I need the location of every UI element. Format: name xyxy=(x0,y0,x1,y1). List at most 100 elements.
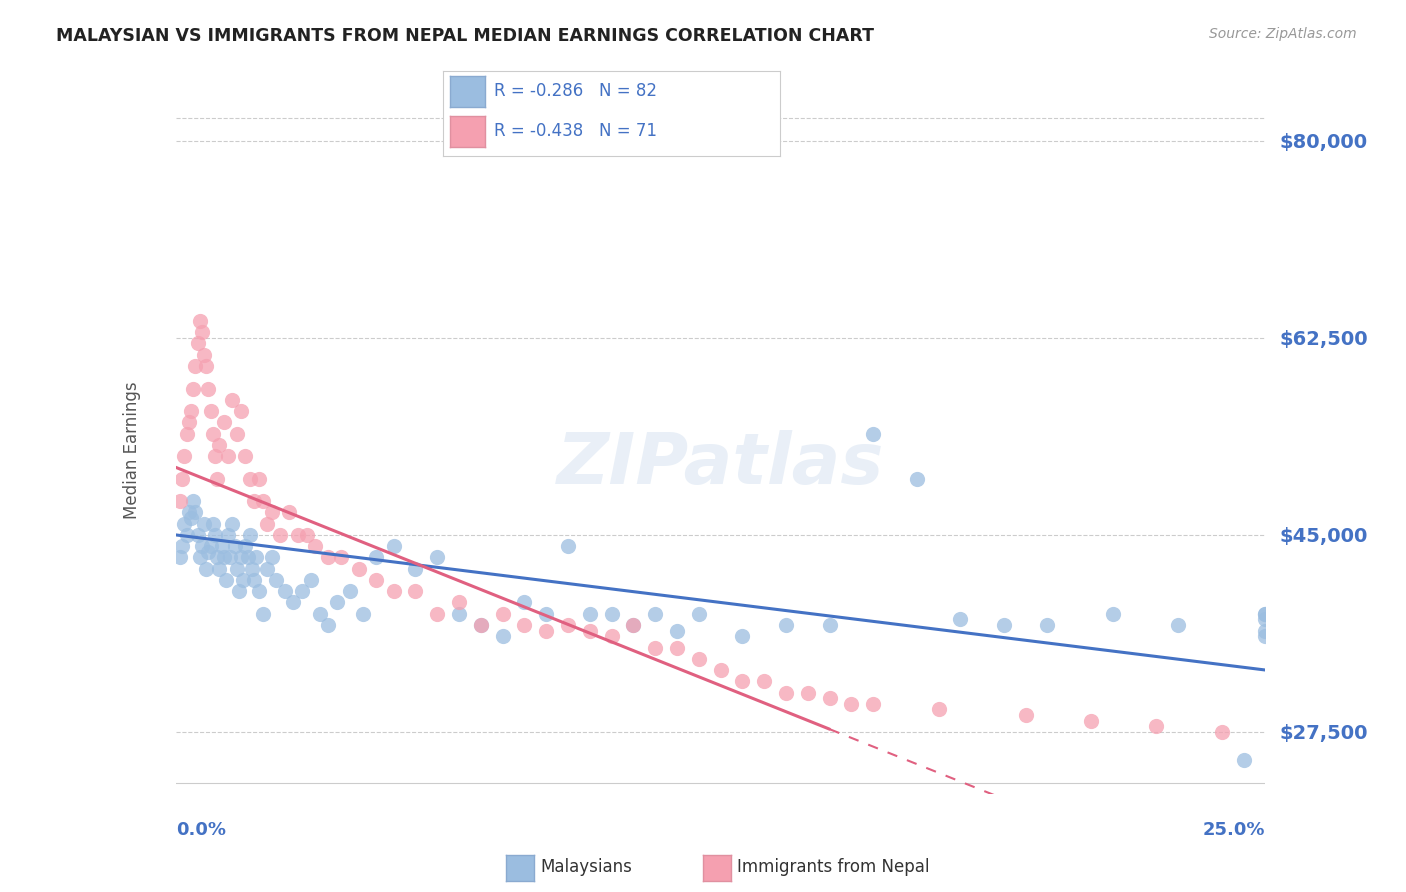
Point xyxy=(240,562,263,576)
Text: 0.0%: 0.0% xyxy=(176,822,226,839)
Point xyxy=(339,584,361,599)
Point xyxy=(557,539,579,553)
Point xyxy=(208,438,231,452)
Point xyxy=(818,691,841,706)
Point xyxy=(177,415,200,429)
Point xyxy=(299,573,322,587)
Point xyxy=(260,505,283,519)
Point xyxy=(644,640,666,655)
Point xyxy=(1254,612,1277,626)
Point xyxy=(225,562,247,576)
Point xyxy=(797,685,820,699)
Point xyxy=(186,336,209,351)
Point xyxy=(1277,731,1299,745)
Point xyxy=(239,472,262,486)
Point xyxy=(173,449,195,463)
Point xyxy=(644,607,666,621)
Point xyxy=(754,674,776,689)
Point xyxy=(221,392,243,407)
Point xyxy=(534,607,557,621)
Point xyxy=(217,449,239,463)
Point xyxy=(204,449,226,463)
Point xyxy=(513,618,536,632)
Point xyxy=(256,516,278,531)
Point xyxy=(1341,736,1364,750)
Point xyxy=(862,697,884,711)
Point xyxy=(1254,629,1277,643)
Text: Malaysians: Malaysians xyxy=(540,858,631,876)
Point xyxy=(283,595,305,609)
Point xyxy=(205,472,228,486)
Text: R = -0.438   N = 71: R = -0.438 N = 71 xyxy=(494,122,657,140)
Point xyxy=(1254,624,1277,638)
Point xyxy=(231,550,253,565)
Point xyxy=(208,562,231,576)
Point xyxy=(191,539,214,553)
Point xyxy=(193,516,215,531)
Point xyxy=(186,528,209,542)
Point xyxy=(513,595,536,609)
Point xyxy=(235,539,257,553)
Point xyxy=(666,640,689,655)
Point xyxy=(447,595,470,609)
Point xyxy=(231,404,253,418)
Point xyxy=(200,404,222,418)
Point xyxy=(405,562,427,576)
Text: Source: ZipAtlas.com: Source: ZipAtlas.com xyxy=(1209,27,1357,41)
Point xyxy=(775,685,797,699)
Point xyxy=(688,652,710,666)
Point xyxy=(232,573,254,587)
Point xyxy=(221,516,243,531)
Point xyxy=(492,607,515,621)
Point xyxy=(193,348,215,362)
Point xyxy=(212,550,235,565)
Point xyxy=(426,550,449,565)
Point xyxy=(1167,618,1189,632)
Point xyxy=(534,624,557,638)
Point xyxy=(287,528,309,542)
Point xyxy=(579,607,602,621)
Text: Median Earnings: Median Earnings xyxy=(124,382,141,519)
Point xyxy=(347,562,370,576)
Point xyxy=(621,618,644,632)
Point xyxy=(247,472,270,486)
Point xyxy=(201,426,224,441)
Point xyxy=(201,516,224,531)
Point xyxy=(1080,714,1102,728)
Point xyxy=(228,584,250,599)
Point xyxy=(731,674,754,689)
Point xyxy=(928,702,950,716)
Point xyxy=(197,382,219,396)
Point xyxy=(172,472,194,486)
Point xyxy=(245,550,267,565)
Point xyxy=(405,584,427,599)
Point xyxy=(169,550,191,565)
Point xyxy=(1254,607,1277,621)
Point xyxy=(177,505,200,519)
Point xyxy=(352,607,374,621)
Point xyxy=(600,629,623,643)
Point xyxy=(180,511,202,525)
Point xyxy=(217,528,239,542)
Point xyxy=(172,539,194,553)
Point xyxy=(197,545,219,559)
Point xyxy=(470,618,492,632)
Point xyxy=(181,382,204,396)
Point xyxy=(557,618,579,632)
Point xyxy=(239,528,262,542)
Point xyxy=(1233,753,1256,767)
Point xyxy=(219,550,242,565)
Point xyxy=(579,624,602,638)
Point xyxy=(1385,742,1406,756)
Point xyxy=(492,629,515,643)
Text: Immigrants from Nepal: Immigrants from Nepal xyxy=(737,858,929,876)
Point xyxy=(1146,719,1168,733)
Point xyxy=(184,505,207,519)
Point xyxy=(278,505,301,519)
Point xyxy=(710,663,733,677)
Point xyxy=(215,573,238,587)
Text: ZIPatlas: ZIPatlas xyxy=(557,430,884,499)
Point xyxy=(195,359,218,373)
Point xyxy=(318,550,340,565)
Point xyxy=(304,539,326,553)
